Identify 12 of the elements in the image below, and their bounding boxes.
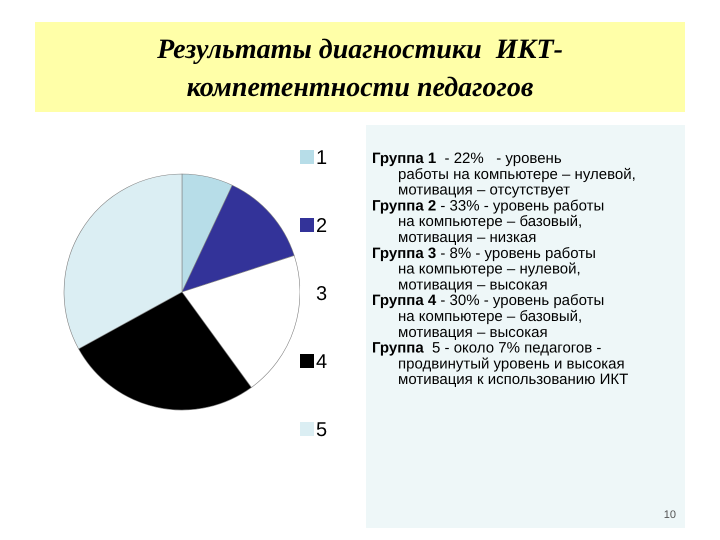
text: Группа 3 - 8% - уровень работы на компьютере – нулевой, мотивация – высокая bbox=[372, 244, 596, 294]
slice-label: 3 bbox=[316, 283, 328, 305]
legend-label: 5 bbox=[316, 419, 328, 441]
legend-label: 2 bbox=[316, 215, 328, 237]
text: Группа 5 - около 7% педагогов - продвинутый уровень и высокая мотивация к использованию ИКТ bbox=[372, 340, 628, 388]
text: 10 bbox=[664, 509, 676, 521]
text: Группа 4 - 30% - уровень работы на компьютере – базовый, мотивация – высокая bbox=[372, 292, 604, 341]
text: Группа 2 - 33% - уровень работы на компьютере – базовый, мотивация – низкая bbox=[372, 197, 604, 246]
chart-title: Результаты диагностики ИКТ- компетентности педагогов bbox=[156, 34, 563, 103]
legend-label: 1 bbox=[316, 147, 328, 169]
text: Группа 1 - 22% - уровень работы на компьютере – нулевой, мотивация – отсутствует bbox=[372, 150, 636, 199]
legend-label: 4 bbox=[316, 351, 328, 373]
